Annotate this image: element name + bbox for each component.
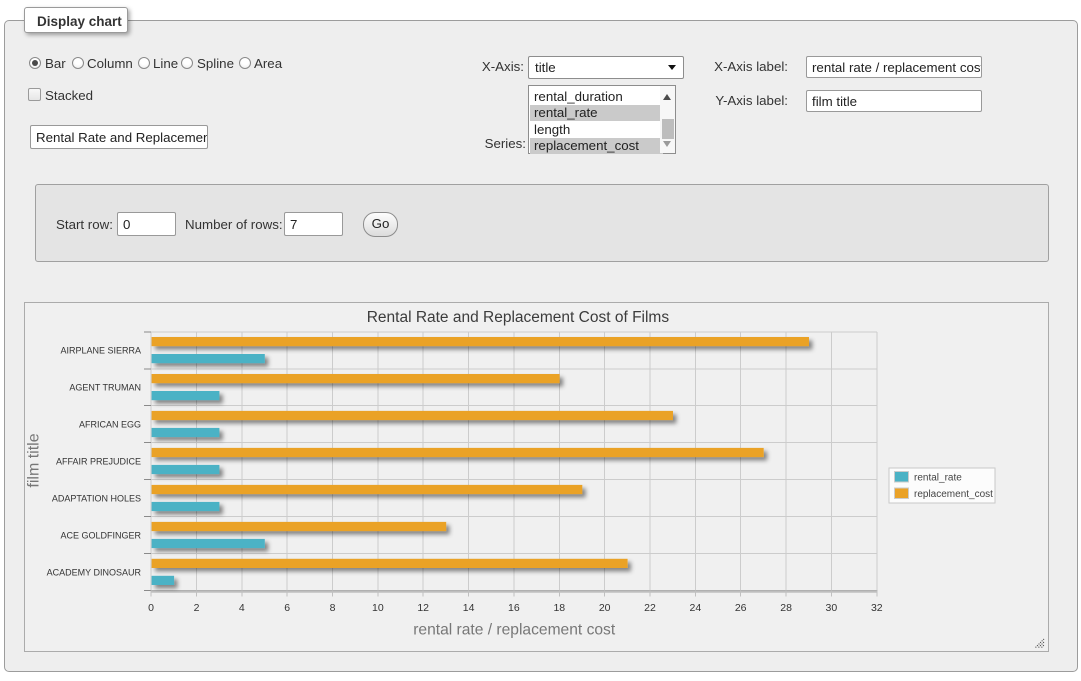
svg-text:24: 24 xyxy=(690,602,702,614)
svg-text:10: 10 xyxy=(372,602,384,614)
svg-text:ACE GOLDFINGER: ACE GOLDFINGER xyxy=(60,530,141,540)
svg-text:28: 28 xyxy=(780,602,792,614)
svg-text:26: 26 xyxy=(735,602,747,614)
svg-text:4: 4 xyxy=(239,602,245,614)
svg-text:film title: film title xyxy=(26,433,43,487)
svg-text:22: 22 xyxy=(644,602,656,614)
svg-text:12: 12 xyxy=(417,602,429,614)
svg-text:6: 6 xyxy=(284,602,290,614)
svg-text:rental rate / replacement cost: rental rate / replacement cost xyxy=(413,622,616,639)
svg-text:14: 14 xyxy=(463,602,475,614)
svg-text:30: 30 xyxy=(826,602,838,614)
svg-text:16: 16 xyxy=(508,602,520,614)
svg-text:replacement_cost: replacement_cost xyxy=(914,489,993,500)
svg-text:8: 8 xyxy=(330,602,336,614)
svg-text:AGENT TRUMAN: AGENT TRUMAN xyxy=(69,383,141,393)
svg-text:AFFAIR PREJUDICE: AFFAIR PREJUDICE xyxy=(56,456,141,466)
svg-text:ACADEMY DINOSAUR: ACADEMY DINOSAUR xyxy=(47,567,142,577)
svg-text:AIRPLANE SIERRA: AIRPLANE SIERRA xyxy=(60,346,141,356)
svg-text:Rental Rate and Replacement Co: Rental Rate and Replacement Cost of Film… xyxy=(367,309,670,326)
svg-text:0: 0 xyxy=(148,602,154,614)
svg-text:32: 32 xyxy=(871,602,883,614)
svg-text:ADAPTATION HOLES: ADAPTATION HOLES xyxy=(52,493,141,503)
svg-text:rental_rate: rental_rate xyxy=(914,472,962,483)
svg-text:2: 2 xyxy=(194,602,200,614)
svg-text:18: 18 xyxy=(553,602,565,614)
svg-text:AFRICAN EGG: AFRICAN EGG xyxy=(79,419,141,429)
svg-text:20: 20 xyxy=(599,602,611,614)
